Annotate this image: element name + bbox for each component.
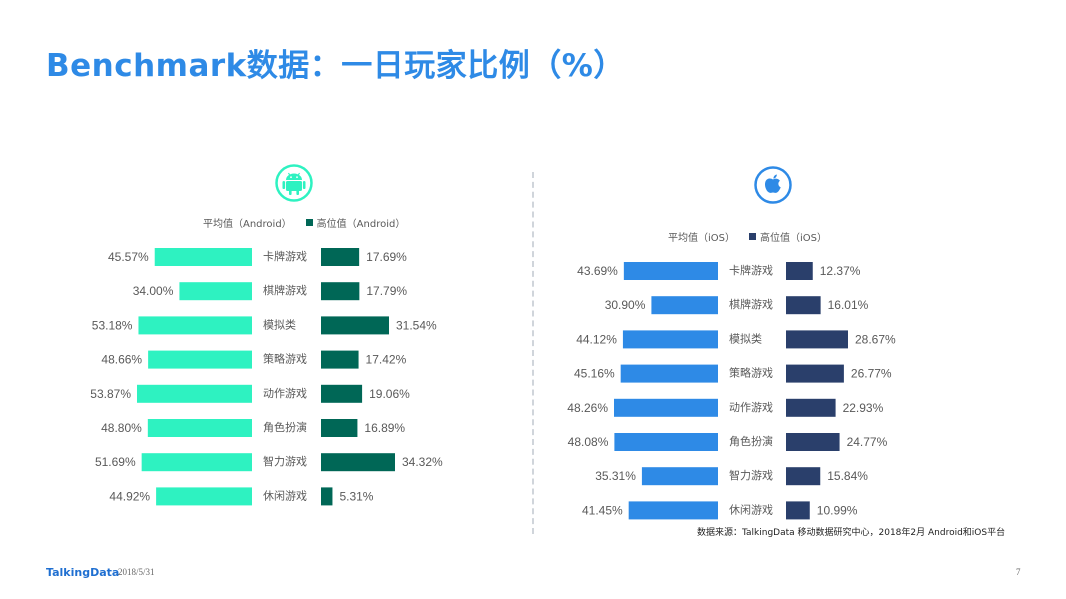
ios-avg-value-label: 48.08%: [568, 435, 609, 449]
ios-high-value-label: 10.99%: [817, 503, 858, 517]
ios-category-label: 角色扮演: [729, 434, 773, 448]
ios-high-bar: [786, 296, 821, 315]
android-high-value-label: 17.79%: [366, 284, 407, 298]
android-avg-bar: [147, 419, 252, 437]
android-high-value-label: 34.32%: [402, 455, 443, 469]
footer-date: 2018/5/31: [118, 567, 155, 577]
legend-android-avg: 平均值（Android）: [203, 219, 292, 230]
ios-category-label: 策略游戏: [729, 366, 773, 380]
android-high-bar: [321, 316, 390, 335]
android-high-bar: [321, 384, 363, 403]
android-category-label: 卡牌游戏: [263, 249, 307, 263]
ios-avg-bar: [623, 262, 718, 280]
android-high-value-label: 31.54%: [396, 318, 437, 332]
ios-avg-value-label: 41.45%: [582, 503, 623, 517]
android-avg-value-label: 34.00%: [133, 284, 174, 298]
android-high-bar: [321, 453, 395, 472]
ios-avg-bar: [628, 501, 718, 520]
ios-high-bar: [786, 501, 810, 520]
ios-high-value-label: 22.93%: [843, 401, 884, 415]
ios-high-bar: [786, 467, 821, 486]
android-avg-value-label: 45.57%: [108, 250, 149, 264]
panel-divider: [532, 172, 534, 534]
apple-icon: [754, 166, 792, 208]
legend-ios-high: 高位值（iOS）: [760, 233, 827, 244]
android-high-bar: [321, 350, 359, 369]
android-avg-value-label: 44.92%: [109, 489, 150, 503]
android-high-value-label: 16.89%: [364, 421, 405, 435]
ios-high-bar: [786, 330, 848, 349]
android-high-bar: [321, 282, 360, 301]
android-category-label: 模拟类: [263, 317, 296, 331]
android-category-label: 休闲游戏: [263, 488, 307, 502]
ios-high-value-label: 12.37%: [820, 264, 861, 278]
ios-avg-value-label: 48.26%: [567, 401, 608, 415]
ios-high-bar: [786, 262, 813, 280]
android-avg-bar: [156, 487, 252, 506]
ios-category-label: 智力游戏: [729, 468, 773, 482]
page-number: 7: [1016, 567, 1021, 577]
android-category-label: 策略游戏: [263, 352, 307, 366]
ios-high-value-label: 15.84%: [827, 469, 868, 483]
legend-ios-high-swatch: [749, 233, 756, 240]
brand-logo: TalkingData: [46, 566, 120, 579]
android-avg-bar: [141, 453, 252, 472]
android-avg-value-label: 53.18%: [92, 318, 133, 332]
android-avg-value-label: 48.80%: [101, 421, 142, 435]
android-high-value-label: 19.06%: [369, 387, 410, 401]
ios-high-bar: [786, 398, 836, 417]
ios-high-bar: [786, 364, 844, 383]
android-high-value-label: 5.31%: [339, 489, 373, 503]
source-note: 数据来源：TalkingData 移动数据研究中心，2018年2月 Androi…: [697, 528, 1006, 538]
android-high-bar: [321, 487, 333, 506]
android-avg-bar: [148, 350, 252, 369]
ios-high-value-label: 28.67%: [855, 332, 896, 346]
ios-high-bar: [786, 433, 840, 451]
android-icon: [275, 164, 313, 206]
android-avg-bar: [154, 248, 252, 266]
ios-legend: 平均值（iOS） 高位值（iOS）: [668, 229, 827, 244]
android-category-label: 动作游戏: [263, 387, 307, 400]
ios-high-value-label: 26.77%: [851, 367, 892, 381]
android-avg-bar: [137, 384, 252, 403]
ios-avg-value-label: 45.16%: [574, 367, 615, 381]
legend-android-high: 高位值（Android）: [316, 219, 406, 230]
ios-category-label: 模拟类: [729, 331, 762, 345]
ios-avg-value-label: 35.31%: [595, 469, 636, 483]
android-high-value-label: 17.42%: [366, 353, 407, 367]
ios-avg-bar: [620, 364, 718, 383]
ios-avg-bar: [622, 330, 718, 349]
ios-category-label: 棋牌游戏: [729, 297, 773, 311]
android-high-bar: [321, 248, 360, 266]
ios-avg-bar: [641, 467, 718, 486]
android-avg-bar: [138, 316, 252, 335]
ios-category-label: 休闲游戏: [729, 502, 773, 516]
android-legend: 平均值（Android） 高位值（Android）: [203, 215, 405, 230]
ios-avg-value-label: 30.90%: [605, 298, 646, 312]
android-high-value-label: 17.69%: [366, 250, 407, 264]
android-high-bar: [321, 419, 358, 437]
android-avg-value-label: 53.87%: [90, 387, 131, 401]
ios-avg-value-label: 44.12%: [576, 332, 617, 346]
android-category-label: 角色扮演: [263, 420, 307, 434]
android-category-label: 棋牌游戏: [263, 283, 307, 297]
android-avg-bar: [179, 282, 252, 301]
ios-category-label: 卡牌游戏: [729, 263, 773, 277]
android-avg-value-label: 51.69%: [95, 455, 136, 469]
ios-avg-value-label: 43.69%: [577, 264, 618, 278]
android-avg-value-label: 48.66%: [101, 353, 142, 367]
ios-high-value-label: 16.01%: [828, 298, 869, 312]
android-category-label: 智力游戏: [263, 454, 307, 468]
ios-high-value-label: 24.77%: [847, 435, 888, 449]
legend-android-high-swatch: [305, 219, 313, 226]
page-title: Benchmark数据：一日玩家比例（%）: [46, 48, 625, 84]
ios-avg-bar: [651, 296, 718, 315]
ios-avg-bar: [614, 398, 718, 417]
legend-ios-avg: 平均值（iOS）: [668, 233, 735, 244]
ios-category-label: 动作游戏: [729, 401, 773, 414]
ios-avg-bar: [614, 433, 718, 451]
